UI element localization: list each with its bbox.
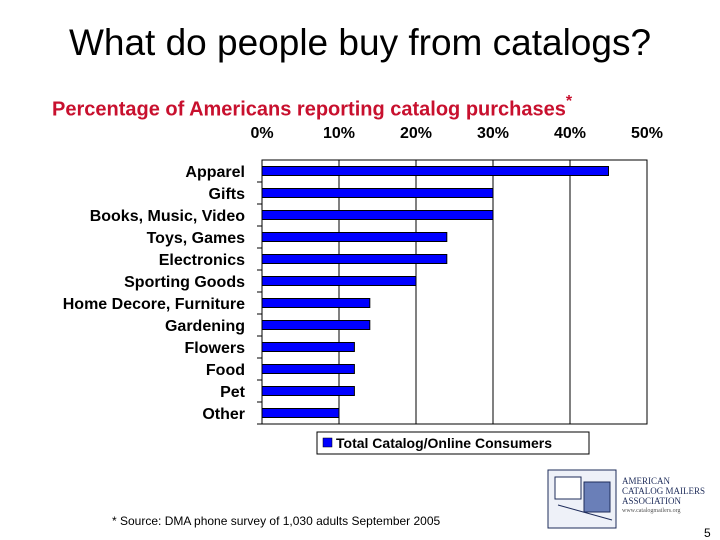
x-tick-label: 10% [323,125,355,142]
bar [261,276,417,286]
legend-swatch [322,437,333,448]
logo-stamp [554,476,582,500]
category-label: Gardening [165,318,245,335]
x-tick-label: 0% [250,125,273,142]
legend-box [316,431,590,455]
category-label: Apparel [185,164,245,181]
category-label: Electronics [159,252,245,269]
bar [261,364,355,374]
plot-frame [261,159,648,425]
bar [261,342,355,352]
page-number: 5 [704,526,711,540]
logo-stroke [557,504,613,521]
bar [261,232,448,242]
bar [261,298,371,308]
logo-line-3: ASSOCIATION [622,496,682,506]
category-label: Toys, Games [147,230,246,247]
bar [261,166,609,176]
category-label: Flowers [185,340,246,357]
logo-text: AMERICAN CATALOG MAILERS ASSOCIATION www… [622,476,705,516]
logo-url: www.catalogmailers.org [622,508,681,514]
logo-line-1: AMERICAN [622,476,671,486]
logo-line-2: CATALOG MAILERS [622,486,706,496]
chart-title: Percentage of Americans reporting catalo… [52,93,573,122]
bar [261,408,340,418]
x-tick-label: 30% [477,125,509,142]
category-label: Gifts [209,186,246,203]
bar [261,188,494,198]
x-tick-label: 40% [554,125,586,142]
slide-title: What do people buy from catalogs? [68,22,652,63]
category-label: Other [202,406,245,423]
x-tick-label: 50% [631,125,663,142]
category-label: Books, Music, Video [90,208,246,225]
category-label: Sporting Goods [124,274,245,291]
category-label: Food [206,362,245,379]
bar [261,320,371,330]
category-label: Pet [220,384,246,401]
legend-label: Total Catalog/Online Consumers [336,435,552,451]
x-tick-label: 20% [400,125,432,142]
source-footnote: * Source: DMA phone survey of 1,030 adul… [112,514,441,528]
chart-title-asterisk: * [565,93,573,110]
bar [261,254,448,264]
category-label: Home Decore, Furniture [63,296,245,313]
chart-title-text: Percentage of Americans reporting catalo… [52,98,566,121]
logo-page [583,481,611,513]
bar [261,210,494,220]
bar [261,386,355,396]
